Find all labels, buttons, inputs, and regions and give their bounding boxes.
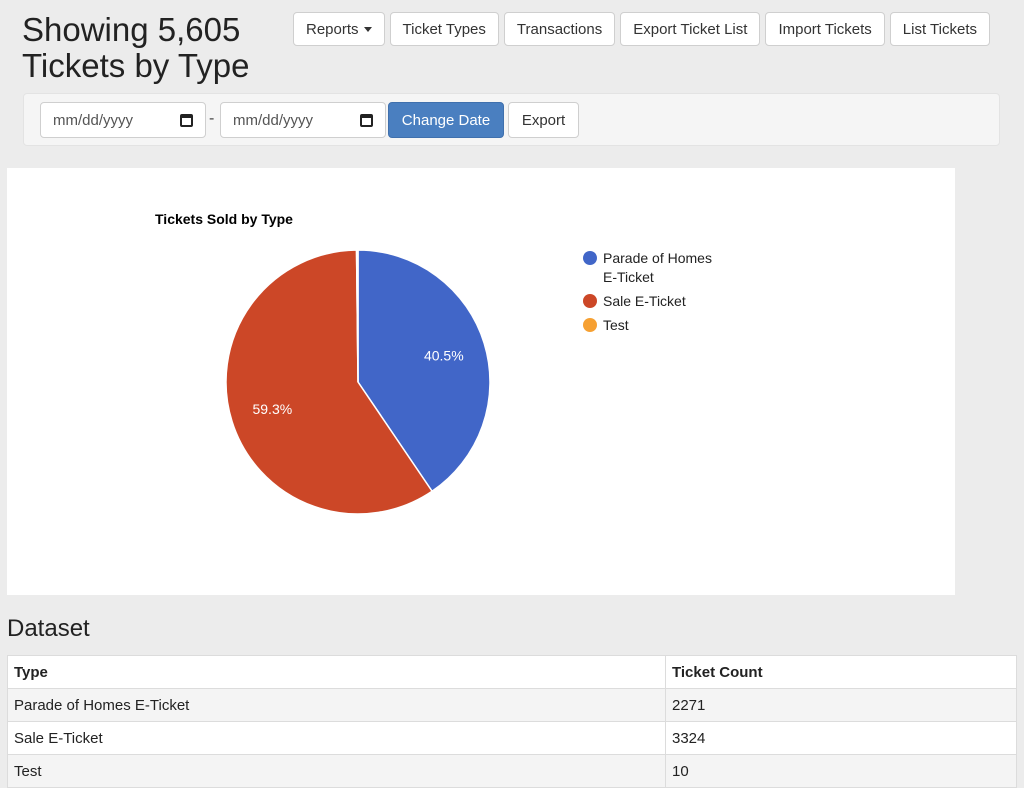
calendar-icon[interactable]: [360, 113, 373, 127]
end-date-placeholder: mm/dd/yyyy: [233, 111, 314, 129]
export-ticket-list-button[interactable]: Export Ticket List: [620, 12, 761, 46]
dataset-table: Type Ticket Count Parade of Homes E-Tick…: [7, 655, 1017, 788]
legend-swatch[interactable]: [583, 318, 597, 332]
table-row: Sale E-Ticket 3324: [7, 721, 1017, 755]
transactions-button[interactable]: Transactions: [503, 12, 616, 46]
column-header-ticket-count: Ticket Count: [665, 655, 1017, 689]
table-row: Parade of Homes E-Ticket 2271: [7, 688, 1017, 722]
toolbar: Reports Ticket Types Transactions Export…: [293, 12, 990, 46]
cell-type: Test: [7, 754, 666, 788]
legend-swatch[interactable]: [583, 294, 597, 308]
legend-label[interactable]: Parade of Homes: [603, 250, 712, 266]
cell-type: Sale E-Ticket: [7, 721, 666, 755]
pie-slice-label: 40.5%: [424, 348, 464, 364]
dataset-heading: Dataset: [7, 615, 90, 642]
pie-slice-parade-of-homes-e-ticket[interactable]: [357, 249, 491, 493]
pie-slice-sale-e-ticket[interactable]: [225, 249, 434, 515]
date-filter-panel: mm/dd/yyyy - mm/dd/yyyy Change Date Expo…: [23, 93, 1000, 146]
page-title: Showing 5,605 Tickets by Type: [22, 11, 250, 84]
legend-swatch[interactable]: [583, 251, 597, 265]
change-date-button[interactable]: Change Date: [388, 102, 504, 138]
start-date-input[interactable]: mm/dd/yyyy: [40, 102, 206, 138]
cell-ticket-count: 2271: [665, 688, 1017, 722]
chart-title: Tickets Sold by Type: [155, 211, 293, 227]
pie-slice-test[interactable]: [355, 249, 359, 383]
cell-type: Parade of Homes E-Ticket: [7, 688, 666, 722]
export-button[interactable]: Export: [508, 102, 579, 138]
calendar-icon[interactable]: [180, 113, 193, 127]
column-header-type: Type: [7, 655, 666, 689]
pie-chart: Tickets Sold by Type 40.5% 59.3% Parade o…: [155, 211, 712, 515]
date-separator: -: [209, 110, 215, 127]
list-tickets-button[interactable]: List Tickets: [889, 12, 990, 46]
import-tickets-button[interactable]: Import Tickets: [765, 12, 885, 46]
chart-container: Tickets Sold by Type 40.5% 59.3% Parade o…: [7, 168, 955, 595]
table-row: Test 10: [7, 754, 1017, 788]
start-date-placeholder: mm/dd/yyyy: [53, 111, 134, 129]
cell-ticket-count: 10: [665, 754, 1017, 788]
legend-label[interactable]: Test: [603, 317, 629, 333]
legend-label[interactable]: Sale E-Ticket: [603, 293, 686, 309]
pie-slice-label: 59.3%: [252, 401, 292, 417]
table-header-row: Type Ticket Count: [7, 655, 1017, 689]
cell-ticket-count: 3324: [665, 721, 1017, 755]
caret-down-icon: [363, 26, 372, 32]
reports-label: Reports: [306, 20, 359, 38]
end-date-input[interactable]: mm/dd/yyyy: [220, 102, 386, 138]
ticket-types-button[interactable]: Ticket Types: [389, 12, 499, 46]
legend-label[interactable]: E-Ticket: [603, 269, 654, 285]
reports-dropdown-button[interactable]: Reports: [293, 12, 385, 46]
